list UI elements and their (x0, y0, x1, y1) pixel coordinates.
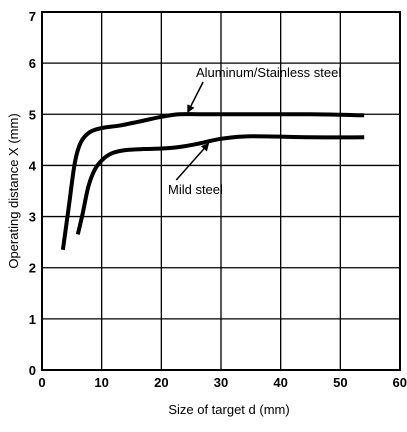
annotation-mild-steel: Mild steel (168, 182, 223, 197)
annotation-arrow-mild-steel (175, 142, 210, 181)
x-tick-label-60: 60 (393, 375, 407, 390)
plot-frame (41, 11, 401, 371)
series-line-aluminum-stainless-steel (60, 112, 365, 251)
x-tick-label-50: 50 (333, 375, 347, 390)
y-tick-label-1: 1 (29, 312, 36, 327)
series-lines (60, 112, 365, 251)
y-tick-label-2: 2 (29, 261, 36, 276)
x-tick-label-10: 10 (94, 375, 108, 390)
annotation-arrow-aluminum (187, 81, 204, 114)
y-tick-label-3: 3 (29, 210, 36, 225)
y-tick-label-7: 7 (29, 9, 36, 24)
x-tick-label-20: 20 (154, 375, 168, 390)
tick-labels: 0 10 20 30 40 50 60 0 1 2 3 4 5 6 7 (29, 9, 407, 390)
y-tick-label-0: 0 (29, 363, 36, 378)
y-tick-label-5: 5 (29, 107, 36, 122)
x-tick-label-0: 0 (38, 375, 45, 390)
y-axis-label: Operating distance X (mm) (6, 113, 21, 268)
y-tick-label-4: 4 (29, 158, 37, 173)
x-axis-label: Size of target d (mm) (168, 402, 289, 417)
annotation-aluminum-stainless-steel: Aluminum/Stainless steel (196, 65, 341, 80)
x-tick-label-40: 40 (273, 375, 287, 390)
y-tick-label-6: 6 (29, 56, 36, 71)
x-tick-label-30: 30 (214, 375, 228, 390)
annotations: Aluminum/Stainless steel Mild steel (168, 65, 341, 197)
series-line-mild-steel (75, 134, 365, 235)
